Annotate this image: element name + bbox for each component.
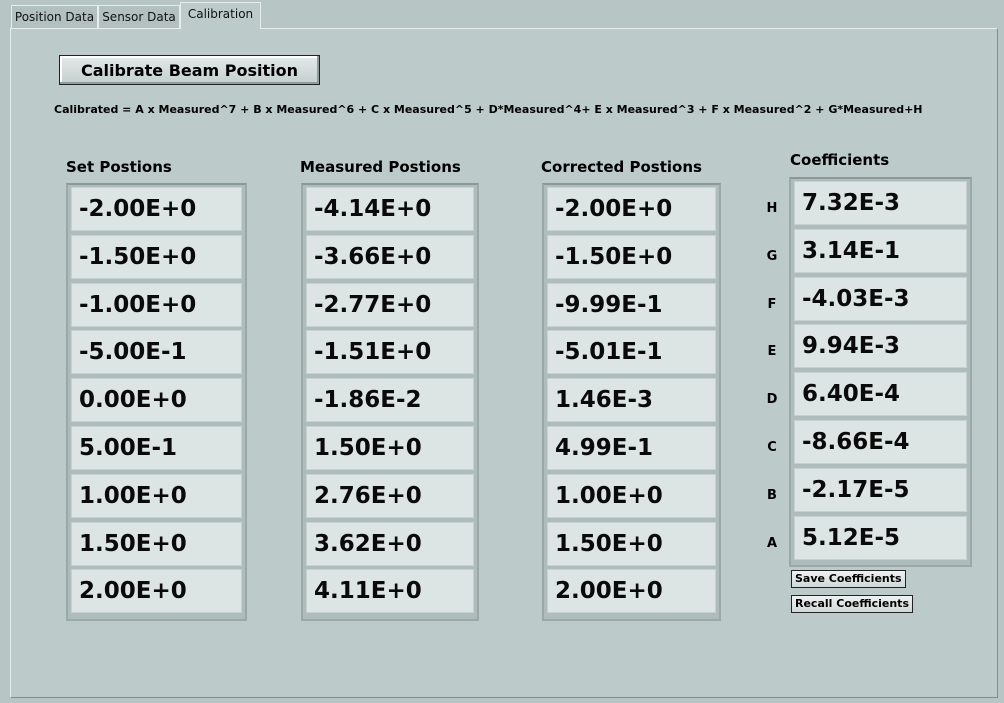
save-coefficients-button[interactable]: Save Coefficients [791, 570, 906, 588]
coefficients-header: Coefficients [790, 151, 890, 169]
set-position-field[interactable]: 0.00E+0 [71, 378, 242, 423]
coefficient-g-field: 3.14E-1 [794, 228, 967, 273]
measured-positions-column: -4.14E+0 -3.66E+0 -2.77E+0 -1.51E+0 -1.86E-2… [301, 183, 479, 622]
coefficient-c-field: -8.66E-4 [794, 419, 967, 464]
measured-position-field: -1.86E-2 [306, 378, 474, 423]
set-position-field[interactable]: 5.00E-1 [71, 425, 242, 470]
corrected-position-field: 1.46E-3 [547, 378, 716, 423]
set-positions-header: Set Postions [66, 158, 172, 176]
coefficient-label: E [767, 344, 777, 360]
measured-position-field: -2.77E+0 [306, 282, 474, 327]
set-position-field[interactable]: 1.50E+0 [71, 521, 242, 566]
calibrate-beam-position-button[interactable]: Calibrate Beam Position [59, 55, 320, 85]
corrected-position-field: 2.00E+0 [547, 569, 716, 614]
corrected-position-field: 4.99E-1 [547, 425, 716, 470]
corrected-positions-column: -2.00E+0 -1.50E+0 -9.99E-1 -5.01E-1 1.46E-3 4… [542, 183, 721, 622]
coefficient-label: B [767, 487, 777, 503]
measured-position-field: -4.14E+0 [306, 187, 474, 231]
tab-calibration[interactable]: Calibration [180, 2, 261, 29]
corrected-position-field: 1.00E+0 [547, 473, 716, 518]
corrected-position-field: -5.01E-1 [547, 330, 716, 375]
coefficient-label: D [766, 392, 778, 408]
coefficient-a-field: 5.12E-5 [794, 515, 967, 560]
measured-position-field: 3.62E+0 [306, 521, 474, 566]
measured-position-field: -1.51E+0 [306, 330, 474, 375]
measured-position-field: 4.11E+0 [306, 569, 474, 614]
tab-sensor-data[interactable]: Sensor Data [98, 5, 180, 28]
set-position-field[interactable]: 1.00E+0 [71, 473, 242, 518]
corrected-position-field: -2.00E+0 [547, 187, 716, 231]
coefficient-label: A [766, 535, 778, 551]
measured-positions-header: Measured Postions [300, 158, 461, 176]
recall-coefficients-button[interactable]: Recall Coefficients [791, 595, 913, 613]
coefficients-column: 7.32E-3 3.14E-1 -4.03E-3 9.94E-3 6.40E-4 -8.6… [789, 177, 972, 568]
set-positions-column: -2.00E+0 -1.50E+0 -1.00E+0 -5.00E-1 0.00E+0 5… [66, 183, 247, 622]
set-position-field[interactable]: -1.00E+0 [71, 282, 242, 327]
coefficient-d-field: 6.40E-4 [794, 372, 967, 417]
coefficient-f-field: -4.03E-3 [794, 276, 967, 321]
set-position-field[interactable]: -2.00E+0 [71, 187, 242, 231]
corrected-position-field: 1.50E+0 [547, 521, 716, 566]
coefficient-e-field: 9.94E-3 [794, 324, 967, 369]
corrected-position-field: -9.99E-1 [547, 282, 716, 327]
corrected-position-field: -1.50E+0 [547, 234, 716, 279]
measured-position-field: -3.66E+0 [306, 234, 474, 279]
coefficient-label: H [766, 201, 778, 216]
measured-position-field: 2.76E+0 [306, 473, 474, 518]
coefficient-h-field: 7.32E-3 [794, 181, 967, 225]
tab-position-data[interactable]: Position Data [11, 5, 98, 28]
corrected-positions-header: Corrected Postions [541, 158, 702, 176]
set-position-field[interactable]: 2.00E+0 [71, 569, 242, 614]
coefficient-label: G [766, 248, 778, 264]
coefficient-b-field: -2.17E-5 [794, 467, 967, 512]
set-position-field[interactable]: -5.00E-1 [71, 330, 242, 375]
coefficient-label: C [767, 440, 777, 455]
calibration-formula: Calibrated = A x Measured^7 + B x Measur… [54, 103, 923, 116]
measured-position-field: 1.50E+0 [306, 425, 474, 470]
coefficient-label: F [767, 296, 777, 312]
set-position-field[interactable]: -1.50E+0 [71, 234, 242, 279]
